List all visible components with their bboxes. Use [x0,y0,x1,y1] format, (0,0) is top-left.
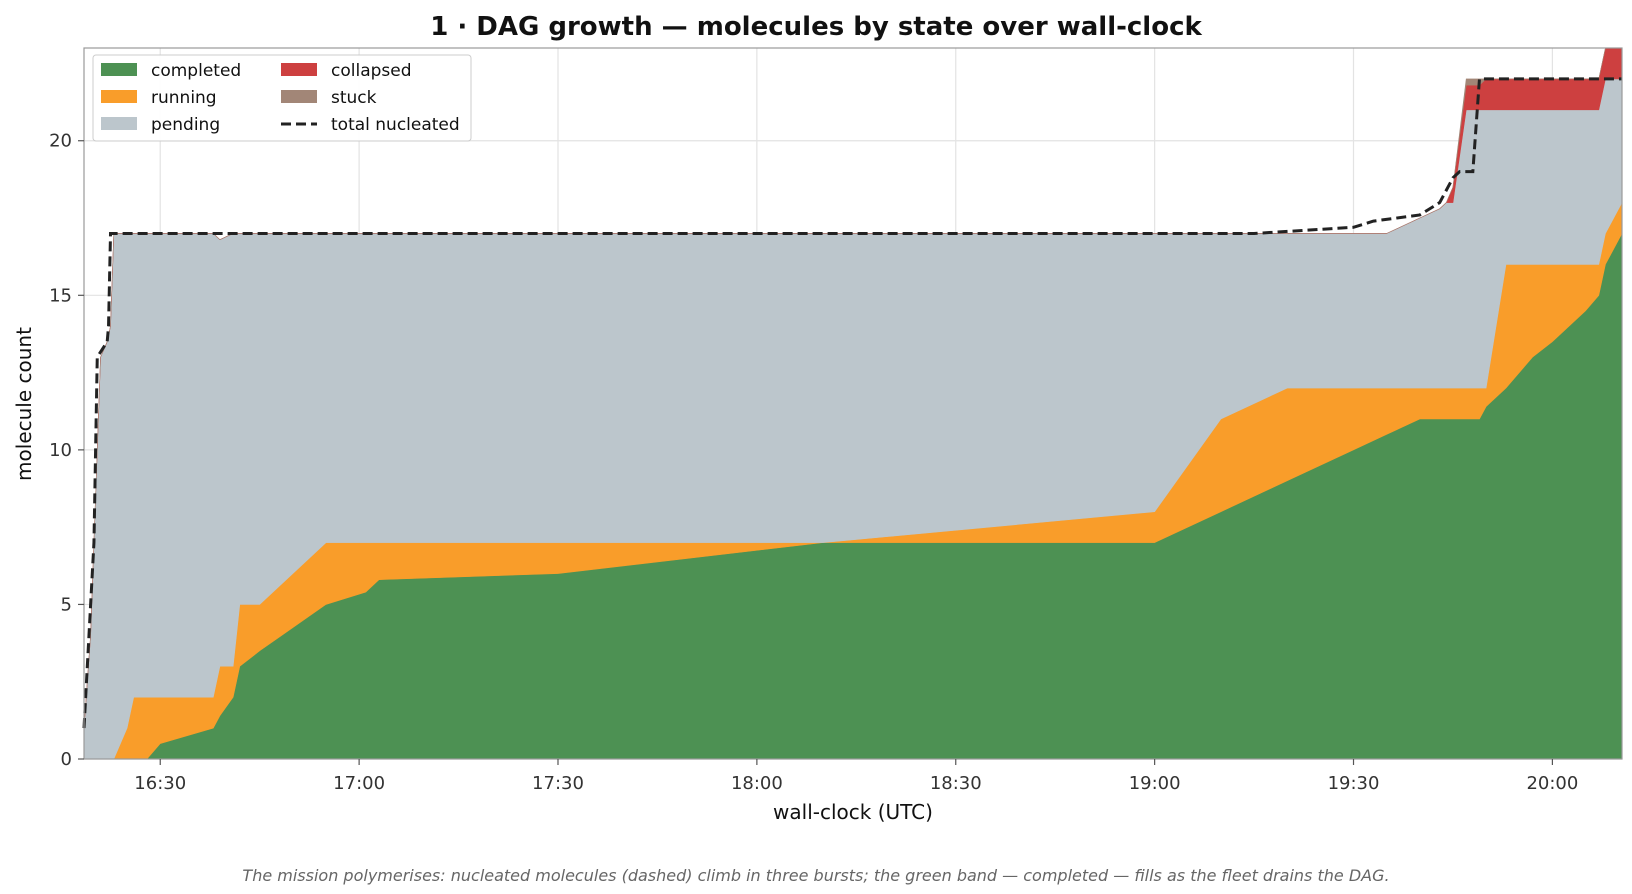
y-tick-label: 0 [61,749,72,770]
legend-label-stuck: stuck [331,88,377,108]
x-tick-label: 17:30 [532,773,584,794]
line-layer [82,77,1622,729]
area-stuck [83,47,1622,729]
chart-caption: The mission polymerises: nucleated molec… [242,866,1390,885]
plot-frame [83,47,1623,760]
legend-label-running: running [151,88,217,108]
line-total-nucleated [82,77,1622,729]
x-tick-label: 20:00 [1526,773,1578,794]
legend-swatch-running [101,90,137,103]
legend-label-total-nucleated: total nucleated [331,115,460,135]
x-tick-label: 16:30 [134,773,186,794]
y-tick-label: 15 [49,285,72,306]
x-tick-label: 18:30 [930,773,982,794]
y-tick-label: 20 [49,131,72,152]
x-tick-label: 18:00 [731,773,783,794]
legend-swatch-collapsed [281,63,317,76]
legend-label-collapsed: collapsed [331,61,412,81]
legend-swatch-stuck [281,90,317,103]
x-tick-label: 17:00 [333,773,385,794]
y-axis-label: molecule count [12,327,36,481]
tick-layer: 16:30 17:00 17:30 18:00 18:30 19:00 19:30 20:00… [49,131,1578,794]
legend-swatch-pending [101,117,137,130]
legend: completed running pending collapsed stuck tot… [92,54,472,142]
legend-label-completed: completed [151,61,241,81]
y-tick-label: 10 [49,440,72,461]
x-tick-label: 19:30 [1328,773,1380,794]
chart-title: 1 · DAG growth — molecules by state over… [430,12,1202,42]
legend-label-pending: pending [151,115,220,135]
y-tick-label: 5 [61,594,72,615]
x-axis-label: wall-clock (UTC) [773,800,933,824]
legend-swatch-completed [101,63,137,76]
x-tick-label: 19:00 [1129,773,1181,794]
